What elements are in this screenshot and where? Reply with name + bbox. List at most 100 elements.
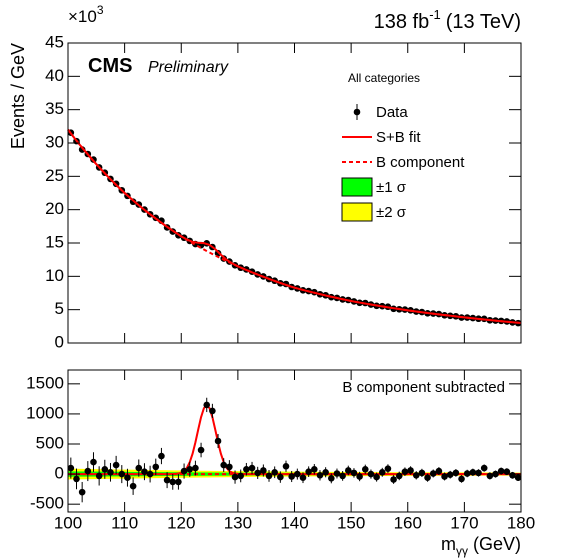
data-point: [463, 470, 471, 477]
x-tick-label: 180: [507, 513, 535, 532]
data-point: [73, 475, 80, 483]
lumi: 138 fb: [374, 11, 430, 33]
data-point: [254, 469, 261, 477]
x-tick-label: 160: [394, 513, 422, 532]
x-tick-label: 150: [337, 513, 365, 532]
data-point: [260, 467, 267, 474]
data-point: [90, 458, 97, 466]
data-point: [333, 470, 341, 477]
data-point: [378, 468, 386, 476]
legend-title: All categories: [348, 71, 420, 85]
plot-frame: [67, 42, 522, 344]
data-point: [124, 474, 131, 482]
data-point: [78, 488, 86, 496]
data-point: [316, 471, 324, 479]
y-tick-label: 0: [55, 332, 64, 351]
y-tick-label: 1500: [26, 373, 64, 392]
background-line: [67, 129, 522, 324]
data-point: [141, 468, 148, 475]
data-point: [311, 465, 318, 473]
fit-line: [68, 403, 521, 476]
y-tick-label: 500: [36, 433, 64, 452]
legend-label: Data: [376, 104, 408, 121]
x-tick-label: 100: [54, 513, 82, 532]
data-point: [135, 464, 143, 472]
data-point: [129, 482, 137, 490]
data-point: [497, 467, 505, 475]
x-tick-label: 110: [111, 513, 138, 532]
data-point: [446, 471, 454, 478]
data-point: [475, 469, 482, 477]
data-point: [384, 465, 392, 472]
data-point: [78, 146, 86, 153]
data-point: [350, 469, 358, 477]
data-point: [480, 464, 488, 472]
data-point: [226, 463, 233, 471]
data-point: [146, 470, 154, 478]
y-tick-label: 0: [55, 464, 64, 483]
legend-symbol: [353, 108, 361, 116]
y-tick-label: 45: [45, 32, 64, 51]
y-tick-label: -500: [30, 494, 64, 513]
legend-label: ±2 σ: [376, 204, 407, 221]
data-point: [486, 472, 494, 480]
data-point: [84, 467, 92, 475]
x-tick-label: 130: [224, 513, 252, 532]
data-point: [361, 465, 369, 473]
data-point: [299, 474, 307, 482]
data-point: [282, 462, 290, 470]
data-point: [271, 468, 278, 476]
data-point: [503, 468, 511, 475]
annotation: B component subtracted: [342, 379, 505, 396]
lumi-exp: -1: [429, 7, 441, 22]
data-point: [367, 470, 375, 478]
y-tick-label: 1000: [26, 403, 64, 422]
legend-label: B component: [376, 154, 465, 171]
legend-label: S+B fit: [376, 129, 421, 146]
data-point: [220, 461, 228, 469]
x-label-main: m: [441, 534, 456, 554]
experiment: CMS: [88, 55, 132, 77]
y-tick-label: 5: [55, 299, 64, 318]
data-point: [435, 467, 443, 475]
y-tick-label: 20: [45, 199, 64, 218]
multiplier-base: ×10: [68, 7, 97, 26]
data-point: [277, 473, 284, 481]
x-tick-label: 120: [167, 513, 195, 532]
energy: (13 TeV): [446, 11, 521, 33]
data-point: [214, 437, 222, 445]
data-point: [112, 461, 120, 469]
data-point: [95, 472, 103, 480]
data-point: [492, 470, 499, 478]
data-point: [390, 476, 397, 483]
data-point: [169, 478, 177, 486]
panel: [67, 129, 522, 327]
y-tick-label: 10: [45, 266, 64, 285]
data-point: [509, 471, 516, 479]
data-point: [237, 472, 245, 480]
data-point: [101, 465, 109, 473]
data-point: [294, 470, 301, 478]
y-tick-label: 30: [45, 132, 64, 151]
x-tick-label: 140: [280, 513, 308, 532]
legend-label: ±1 σ: [376, 179, 407, 196]
data-point: [107, 468, 114, 476]
data-point: [243, 465, 250, 473]
data-point: [412, 471, 420, 479]
data-point: [344, 467, 352, 474]
data-point: [458, 475, 465, 483]
data-point: [265, 472, 273, 480]
data-point: [152, 463, 160, 471]
data-point: [328, 475, 335, 482]
x-label-sub: γγ: [456, 544, 468, 558]
y-tick-label: 25: [45, 166, 64, 185]
y-tick-label: 15: [45, 232, 64, 251]
y-tick-label: 35: [45, 99, 64, 118]
data-point: [395, 472, 403, 480]
y-axis-label: Events / GeV: [8, 43, 28, 149]
data-point: [469, 468, 477, 476]
data-point: [186, 465, 194, 473]
data-point: [401, 468, 409, 475]
x-tick-label: 170: [450, 513, 478, 532]
